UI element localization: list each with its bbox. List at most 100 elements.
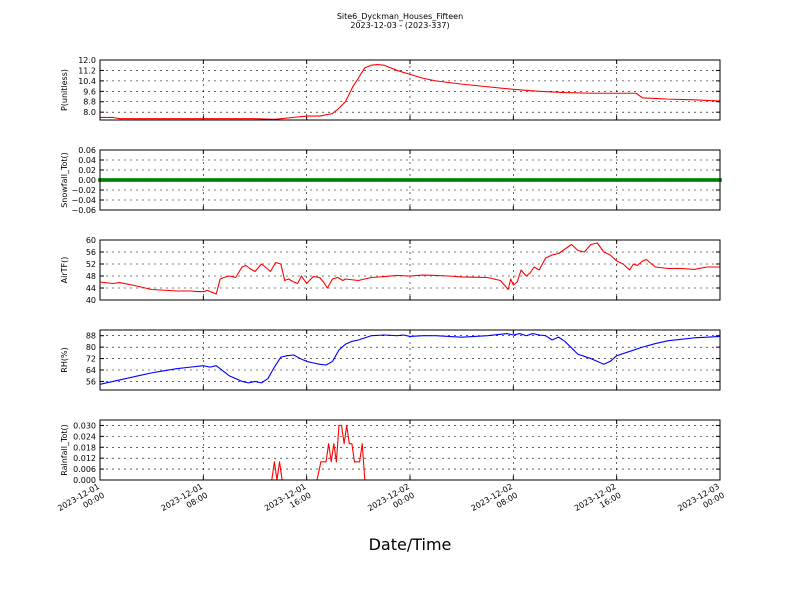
data-point [434,178,438,182]
subplot-5: 0.000 0.006 0.012 0.018 0.024 0.030 Rainfall_T… [60,419,721,485]
data-point [166,178,170,182]
data-point [579,178,583,182]
y-tick-label: 0.04 [78,156,96,165]
data-point [553,178,558,182]
y-axis-label: RH(%) [60,347,69,372]
data-point [404,178,409,182]
axes-frame [99,419,721,481]
data-point [476,178,480,182]
data-point [201,178,206,182]
data-point [188,178,193,182]
data-point [592,178,596,182]
data-point [198,178,202,182]
data-point [569,178,574,182]
y-tick-label: 9.6 [83,87,96,96]
data-point [340,178,344,182]
y-axis-label: Rainfall_Tot() [60,424,69,476]
data-point [124,178,128,182]
data-point [191,178,196,182]
y-tick-label: 44 [86,284,96,293]
data-point [582,178,587,182]
data-point [559,178,564,182]
data-point [446,178,451,182]
y-tick-label: 0.06 [78,146,96,155]
data-point [272,178,277,182]
data-point [663,178,667,182]
data-point [256,178,261,182]
data-point [266,178,270,182]
data-point [375,178,380,182]
data-point [534,178,538,182]
axes-frame [99,239,721,301]
y-tick-label: 0.030 [73,421,96,430]
data-point [689,178,693,182]
data-point [627,178,632,182]
data-point [214,178,219,182]
y-tick-label: 72 [86,355,96,364]
data-point [240,178,244,182]
data-point [437,178,441,182]
series-line [100,424,720,481]
data-point [672,178,677,182]
y-tick-label: 8.0 [83,108,96,117]
data-point [237,178,241,182]
data-point [382,178,386,182]
data-point [285,178,290,182]
data-point [608,178,613,182]
data-point [295,178,299,182]
data-point [395,178,399,182]
data-point [653,178,658,182]
data-point [195,178,199,182]
y-tick-label: 52 [86,260,96,269]
y-axis-label: Snowfall_Tot() [60,152,69,208]
series-line [100,64,721,120]
data-point [702,178,706,182]
data-point [682,178,687,182]
data-point [327,178,332,182]
data-point [692,178,696,182]
data-point [114,178,118,182]
data-point [388,178,393,182]
data-point [698,178,703,182]
data-point [595,178,600,182]
data-point [527,178,532,182]
data-point [643,178,648,182]
data-point [308,178,312,182]
data-point [705,178,709,182]
data-point [288,178,293,182]
series-line [99,242,720,295]
data-point [282,178,286,182]
data-point [427,178,432,182]
data-point [185,178,189,182]
data-point [679,178,684,182]
y-tick-label: −0.02 [71,186,96,195]
subplot-3: 40 44 48 52 56 60 AirTF() [60,236,721,305]
data-point [298,178,303,182]
data-point [637,178,642,182]
data-point [178,178,183,182]
y-tick-label: 0.012 [73,454,96,463]
data-point [392,178,396,182]
y-tick-label: 64 [86,366,96,375]
data-point [547,178,551,182]
data-point [304,178,309,182]
data-point [485,178,490,182]
data-point [708,178,713,182]
y-tick-label: 0.018 [73,443,96,452]
data-point [660,178,664,182]
data-point [517,178,522,182]
y-tick-label: −0.06 [71,206,96,215]
y-tick-label: 10.4 [78,77,96,86]
data-point [149,178,154,182]
data-point [172,178,177,182]
x-tick-label: 2023-12-0216:00 [573,482,623,522]
data-point [385,178,390,182]
data-point [175,178,180,182]
data-point [146,178,151,182]
data-point [217,178,222,182]
data-point [605,178,609,182]
data-point [466,178,470,182]
data-point [275,178,280,182]
data-point [566,178,571,182]
y-tick-label: −0.04 [71,196,96,205]
